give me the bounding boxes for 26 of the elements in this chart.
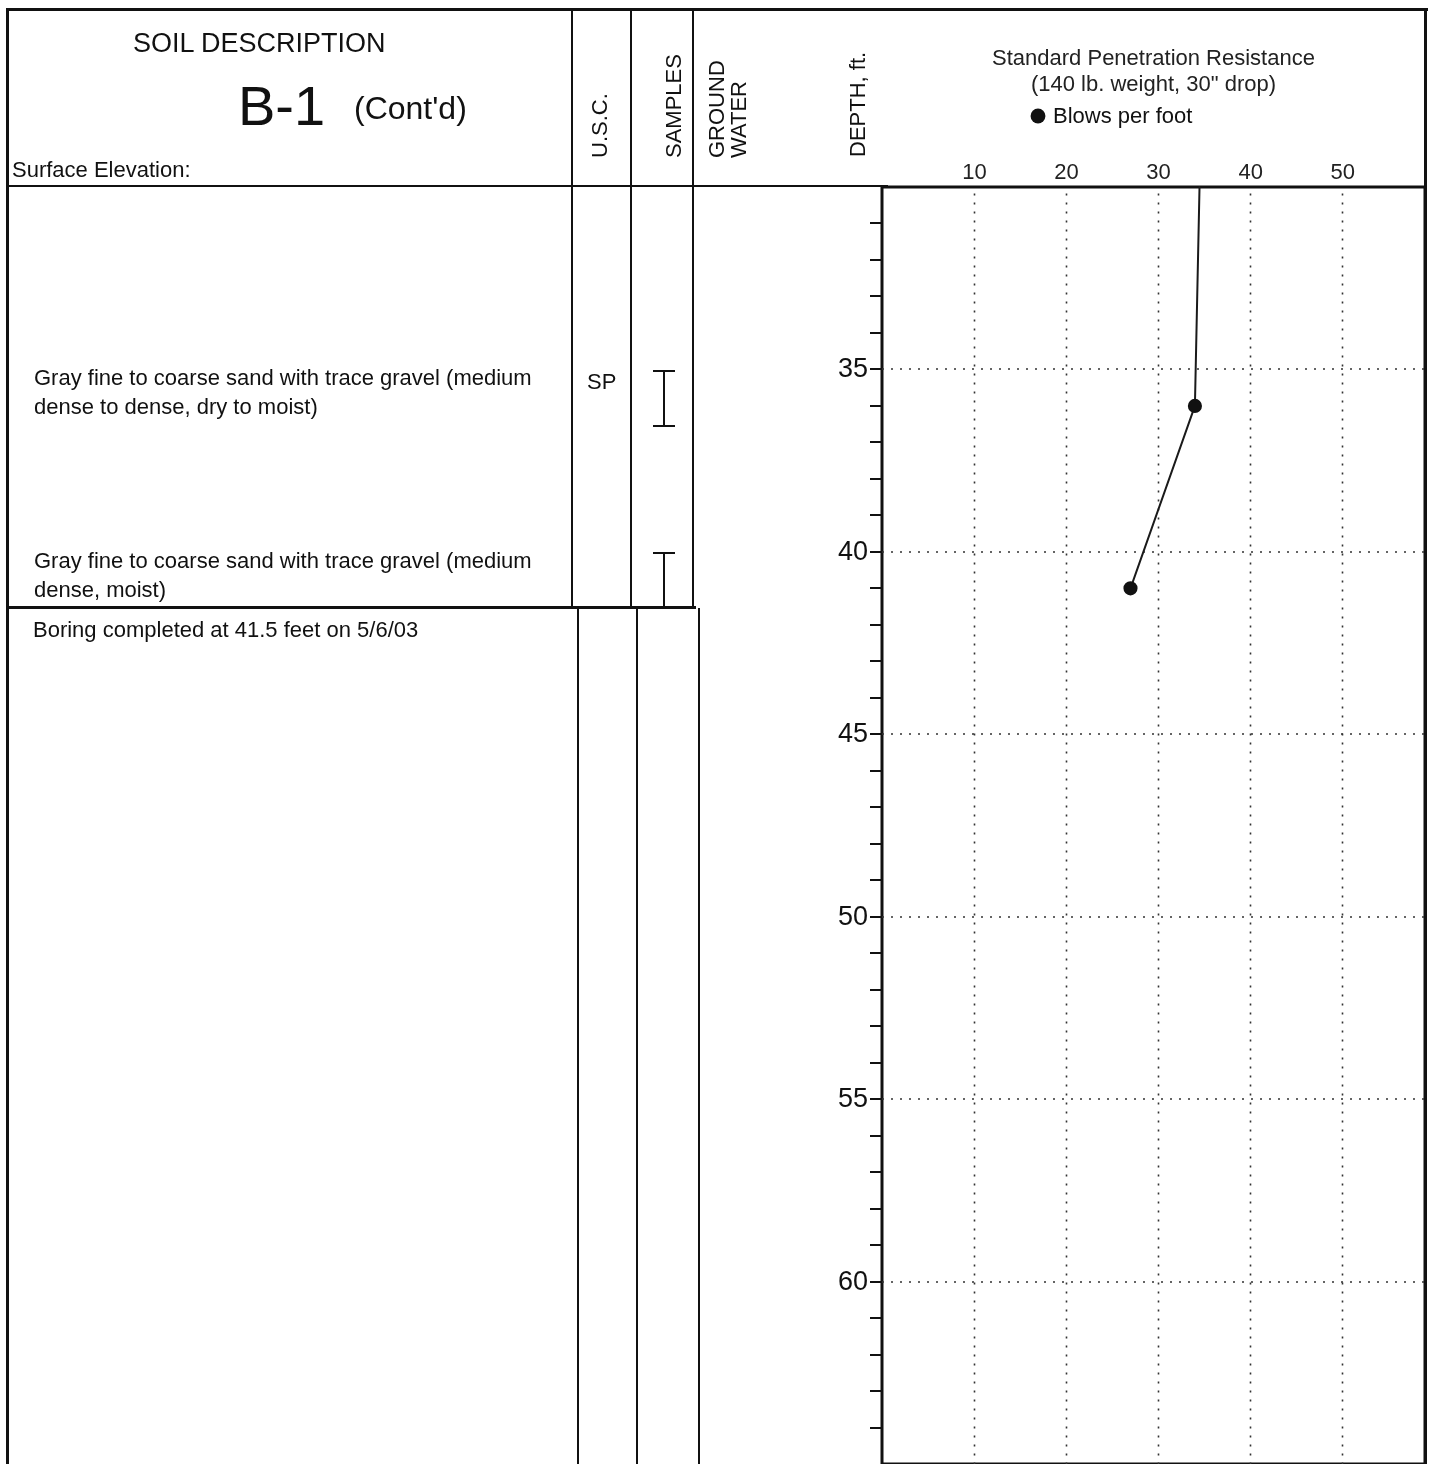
x-tick-label: 50 (1330, 158, 1355, 184)
x-tick-label: 20 (1054, 158, 1079, 184)
x-tick-label: 10 (962, 158, 987, 184)
y-tick-label: 40 (837, 535, 868, 566)
chart-subtitle: (140 lb. weight, 30" drop) (1030, 70, 1277, 96)
y-tick-label: 35 (837, 353, 868, 384)
text: Boring completed at 41.5 feet on 5/6/03 (33, 616, 419, 644)
legend-label: Blows per foot (1053, 103, 1193, 128)
text: SOIL DESCRIPTION (133, 27, 386, 60)
text: (Cont'd) (354, 89, 467, 128)
text: SP (587, 368, 617, 396)
x-tick-label: 40 (1238, 158, 1263, 184)
y-tick-label: 55 (837, 1083, 868, 1114)
text: Surface Elevation: (12, 156, 191, 184)
text: GROUND WATER (704, 59, 751, 158)
text: Gray fine to coarse sand with trace gravel (medium dense, moist) (34, 547, 533, 604)
chart-title: Standard Penetration Resistance (992, 44, 1315, 70)
text: Gray fine to coarse sand with trace gravel (medium dense to dense, dry to moist) (34, 364, 533, 421)
y-tick-label: 60 (837, 1265, 868, 1296)
y-tick-label: 50 (837, 900, 868, 931)
text: SAMPLES (660, 54, 687, 158)
y-axis-title: DEPTH, ft. (845, 51, 870, 157)
text: B-1 (238, 73, 326, 139)
x-tick-label: 30 (1146, 158, 1171, 184)
text: U.S.C. (586, 93, 613, 158)
y-tick-label: 45 (837, 718, 868, 749)
